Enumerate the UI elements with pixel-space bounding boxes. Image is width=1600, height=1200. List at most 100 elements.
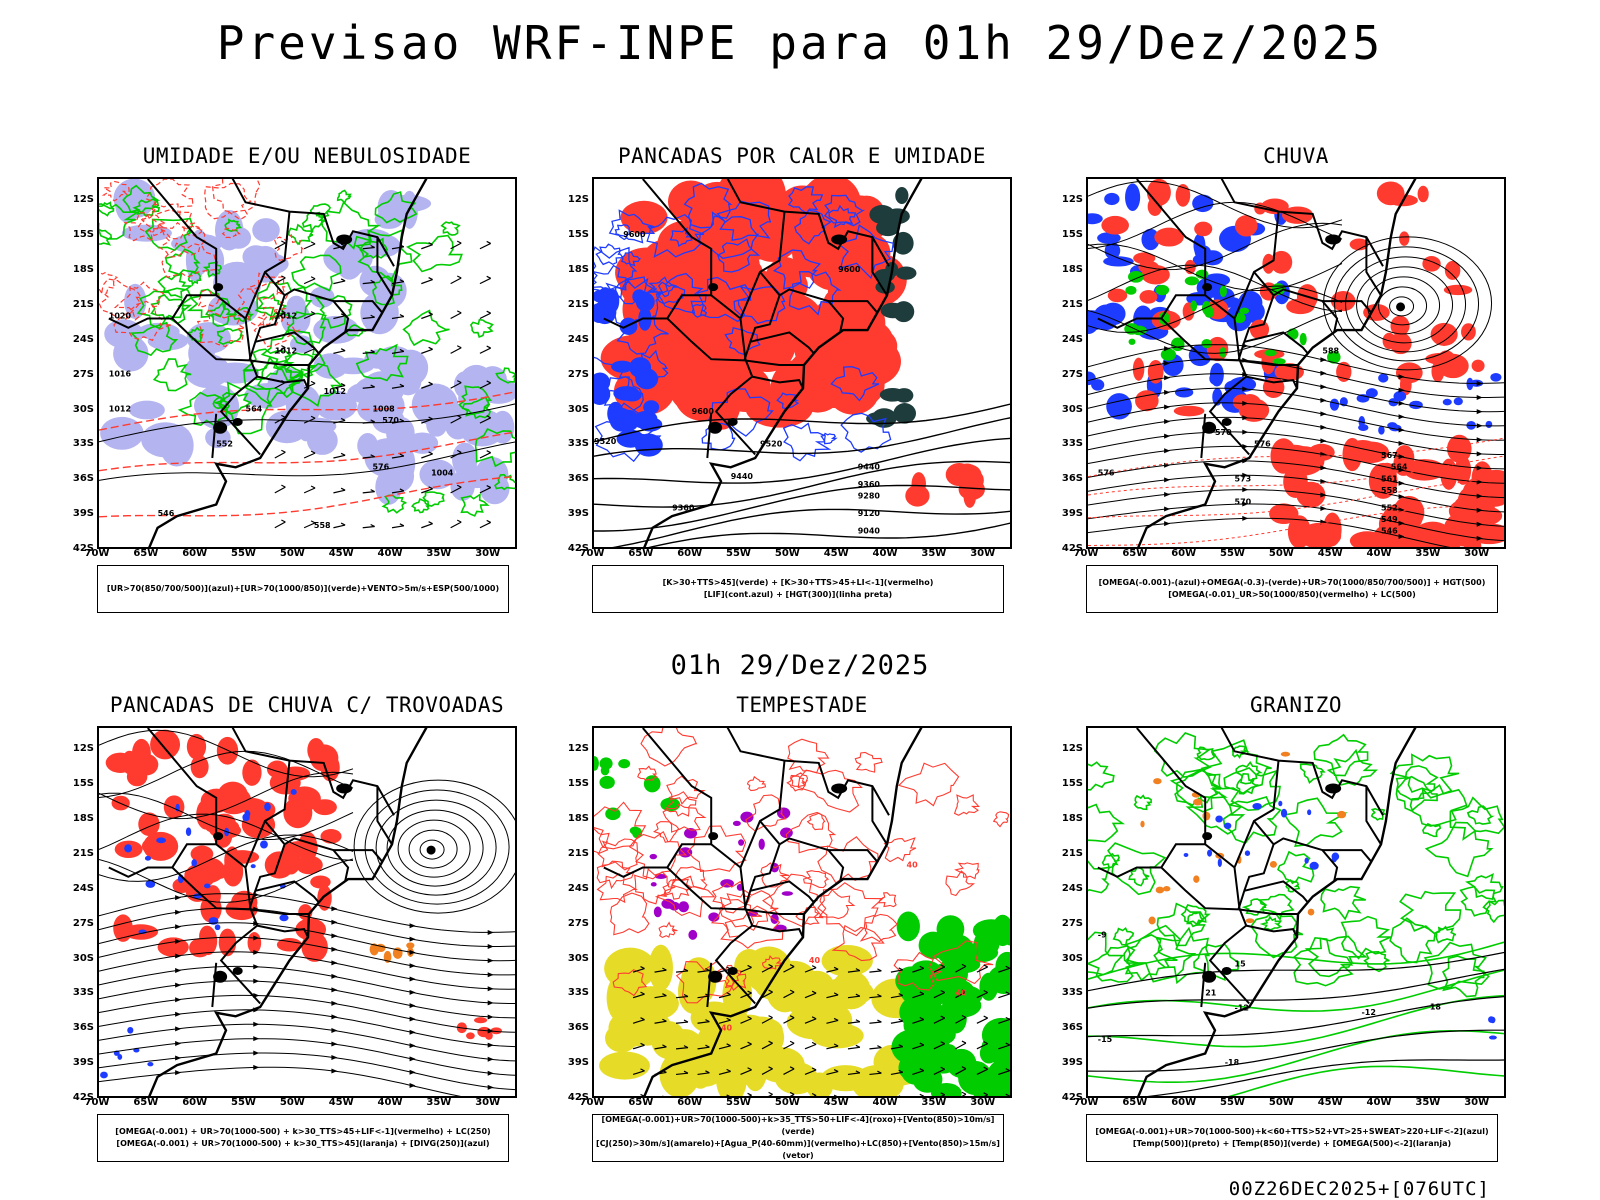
- wind-vector-head: [726, 1017, 731, 1021]
- longitude-tick-label: 35W: [921, 1097, 947, 1108]
- shaded-cell: [1485, 420, 1493, 429]
- contour-line: [123, 212, 166, 243]
- contour-line: [187, 270, 202, 287]
- streamline: [1088, 416, 1504, 455]
- border-line: [1220, 179, 1384, 267]
- wind-vector: [804, 1018, 817, 1024]
- vortex-streamline: [397, 819, 471, 878]
- latitude-tick-label: 36S: [1061, 1022, 1083, 1034]
- wind-vector-head: [811, 965, 817, 969]
- contour-label: 9040: [858, 527, 881, 536]
- latitude-tick-label: 27S: [567, 368, 589, 380]
- contour-line: [612, 969, 648, 997]
- contour-line: [129, 321, 179, 357]
- contour-line: [1112, 927, 1135, 946]
- flow-arrow: [1320, 492, 1327, 498]
- longitude-tick-label: 45W: [328, 548, 354, 559]
- wind-vector-head: [486, 519, 491, 523]
- map-content: [99, 728, 515, 1096]
- shaded-cell: [740, 811, 754, 823]
- wind-vector-head: [281, 449, 286, 453]
- longitude-tick-label: 40W: [872, 548, 898, 559]
- contour-line: [594, 264, 631, 301]
- vortex-streamline: [419, 839, 445, 860]
- shaded-cell: [260, 840, 268, 849]
- shaded-cell: [264, 802, 271, 812]
- temp850-green-zonal: [1088, 941, 1504, 1096]
- flow-arrow: [1476, 465, 1483, 471]
- wind-vector: [890, 994, 903, 999]
- streamline: [1088, 445, 1504, 484]
- flow-arrow: [409, 923, 416, 929]
- shaded-cell: [163, 795, 185, 819]
- wind-vector: [479, 312, 491, 320]
- border-line: [1322, 300, 1373, 314]
- shaded-cell: [237, 797, 267, 814]
- wind-vector: [826, 1045, 839, 1050]
- contour-line: [762, 873, 824, 928]
- contour-label: 9600: [692, 407, 715, 416]
- latitude-tick-label: 18S: [72, 264, 94, 275]
- omega500-orange: [1140, 751, 1347, 925]
- shaded-cell: [127, 1026, 134, 1034]
- map-panel: 40 40 40 40: [592, 726, 1012, 1098]
- shaded-cell: [605, 807, 621, 821]
- longitude-tick-label: 30W: [970, 548, 996, 559]
- shaded-cell: [620, 200, 668, 235]
- wind-vector-head: [310, 415, 316, 419]
- shaded-cell: [1349, 238, 1369, 251]
- wind-vector: [940, 1094, 945, 1096]
- vortex-streamline: [408, 829, 458, 869]
- shaded-cell: [1207, 849, 1213, 857]
- wind-vector: [479, 382, 491, 389]
- shaded-cell: [242, 759, 262, 786]
- contour-line: [1236, 772, 1259, 795]
- shaded-cell: [276, 938, 303, 952]
- wind-vector: [362, 421, 375, 424]
- geography-layer: [1097, 179, 1417, 547]
- shaded-cell: [225, 850, 260, 864]
- legend-box: [OMEGA(-0.001)+UR>70(1000-500)+k>35_TTS>…: [592, 1114, 1004, 1162]
- wind-vector-head: [456, 519, 462, 523]
- border-line: [1245, 375, 1298, 389]
- flow-arrow: [1320, 357, 1327, 363]
- latitude-tick-label: 12S: [1061, 743, 1083, 755]
- shaded-cell: [981, 1035, 1005, 1061]
- instability-red-ocean: [905, 462, 985, 508]
- wind-vector: [933, 991, 945, 999]
- contour-line: [411, 498, 430, 514]
- wind-vector-head: [428, 277, 433, 281]
- wind-vector: [274, 242, 286, 250]
- latitude-tick-label: 33S: [1061, 987, 1083, 999]
- wind-vector: [654, 995, 667, 999]
- wind-vector-head: [662, 993, 667, 997]
- contour-line: [1293, 936, 1354, 987]
- wind-vector-head: [983, 989, 988, 994]
- latitude-tick-label: 12S: [72, 194, 94, 206]
- legend-box: [OMEGA(-0.001)+UR>70(1000-500)+k<60+TTS>…: [1086, 1114, 1498, 1162]
- shaded-cell: [758, 838, 765, 850]
- longitude-tick-label: 70W: [579, 1097, 605, 1108]
- flow-arrow: [1242, 487, 1249, 493]
- flow-arrow: [331, 906, 338, 912]
- contour-line: [254, 292, 287, 318]
- flow-arrow: [331, 1027, 338, 1033]
- temp500-black: [1088, 951, 1504, 1096]
- latitude-tick-label: 21S: [1061, 847, 1083, 859]
- flow-arrow: [1164, 360, 1171, 366]
- shaded-cell: [639, 238, 698, 294]
- wind-vector: [955, 1016, 967, 1024]
- wind-vector-head: [833, 1017, 839, 1021]
- wind-vector: [912, 1070, 924, 1075]
- map-content: -9 -12 -15 -12 -18 15 18 21: [1088, 728, 1504, 1096]
- map-panel: -9 -12 -15 -12 -18 15 18 21: [1086, 726, 1506, 1098]
- wind-vector-head: [640, 1017, 645, 1021]
- shaded-cell: [295, 918, 327, 941]
- lake-marker: [708, 970, 723, 983]
- wind-vector: [303, 452, 316, 459]
- shaded-cell: [650, 882, 657, 887]
- contour-line: [1389, 753, 1460, 799]
- shaded-cell: [1153, 778, 1162, 785]
- shaded-cell: [157, 937, 189, 957]
- contour-line: [99, 475, 515, 518]
